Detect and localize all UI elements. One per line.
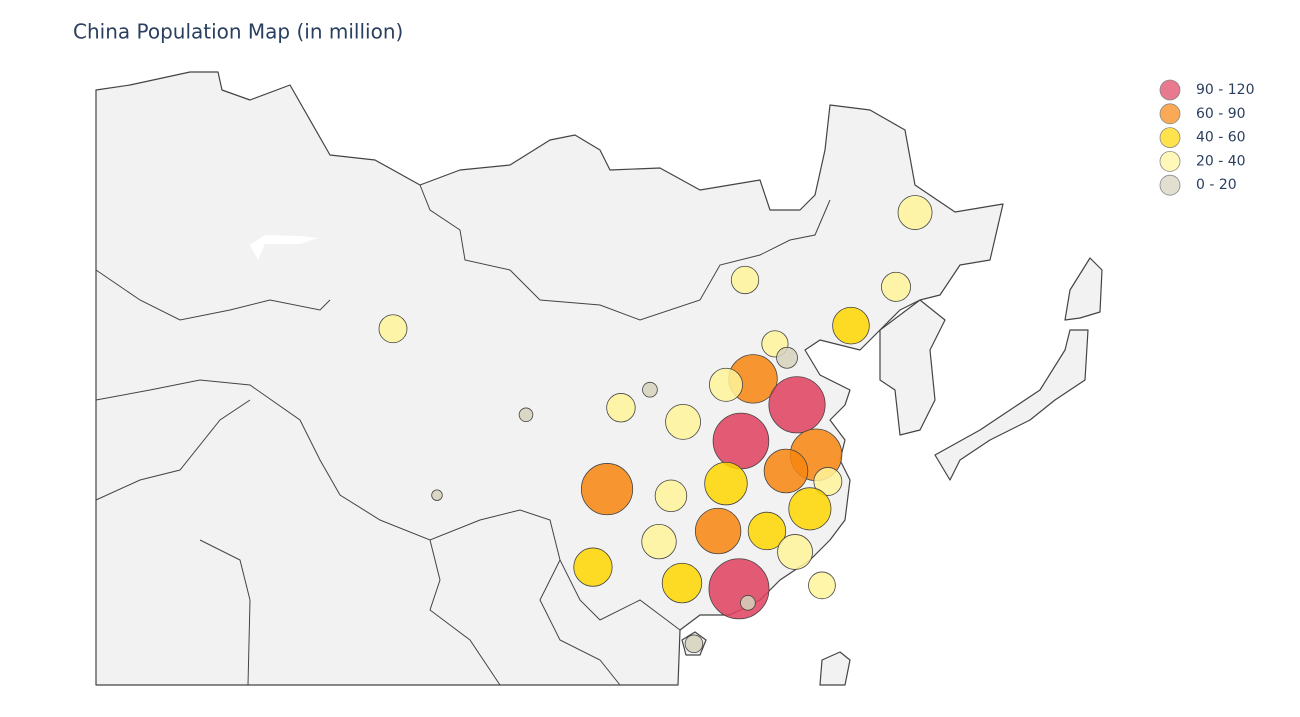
country-border — [95, 269, 331, 321]
population-bubble — [709, 367, 743, 402]
population-bubble — [661, 562, 703, 604]
legend-marker — [1159, 127, 1181, 149]
country-border — [419, 184, 831, 321]
population-bubble — [684, 634, 704, 654]
legend-marker — [1159, 79, 1181, 101]
taiwan-landmass — [819, 651, 851, 686]
population-bubble — [768, 376, 826, 434]
population-bubble — [730, 265, 760, 295]
population-bubble — [747, 511, 787, 551]
population-bubble — [704, 461, 748, 506]
population-bubble — [763, 448, 809, 494]
chart-title: China Population Map (in million) — [73, 20, 403, 44]
country-border — [95, 379, 681, 631]
population-bubble — [694, 507, 742, 555]
population-bubble — [712, 412, 770, 470]
legend-label: 0 - 20 — [1196, 177, 1237, 193]
population-bubble — [813, 467, 843, 496]
population-bubble — [606, 393, 636, 423]
population-bubble — [641, 523, 677, 560]
population-bubble — [518, 407, 534, 423]
population-bubble — [832, 306, 870, 345]
population-bubble — [431, 489, 443, 501]
japan-landmass — [934, 257, 1103, 481]
lake — [250, 235, 318, 260]
country-border — [539, 559, 621, 686]
legend-marker — [1159, 174, 1181, 196]
population-bubble — [708, 558, 770, 620]
legend-label: 40 - 60 — [1196, 130, 1246, 146]
population-bubble — [573, 547, 613, 587]
population-bubble — [580, 463, 634, 516]
legend-label: 20 - 40 — [1196, 153, 1246, 169]
population-bubble — [654, 479, 688, 513]
population-bubble — [776, 346, 798, 369]
population-bubble — [740, 595, 756, 611]
population-bubble — [665, 403, 701, 440]
korea-landmass — [879, 299, 946, 436]
legend-marker — [1159, 150, 1181, 172]
population-bubble — [642, 381, 658, 398]
legend-label: 60 - 90 — [1196, 106, 1246, 122]
population-bubble — [808, 571, 836, 600]
population-bubble — [777, 534, 813, 570]
population-bubble — [897, 195, 933, 230]
country-border — [429, 539, 501, 686]
population-bubble — [881, 271, 911, 302]
country-border — [199, 539, 251, 686]
legend-label: 90 - 120 — [1196, 82, 1255, 98]
legend-marker — [1159, 103, 1181, 125]
population-bubble — [788, 487, 832, 531]
country-border — [95, 399, 251, 501]
population-bubble — [378, 314, 408, 344]
